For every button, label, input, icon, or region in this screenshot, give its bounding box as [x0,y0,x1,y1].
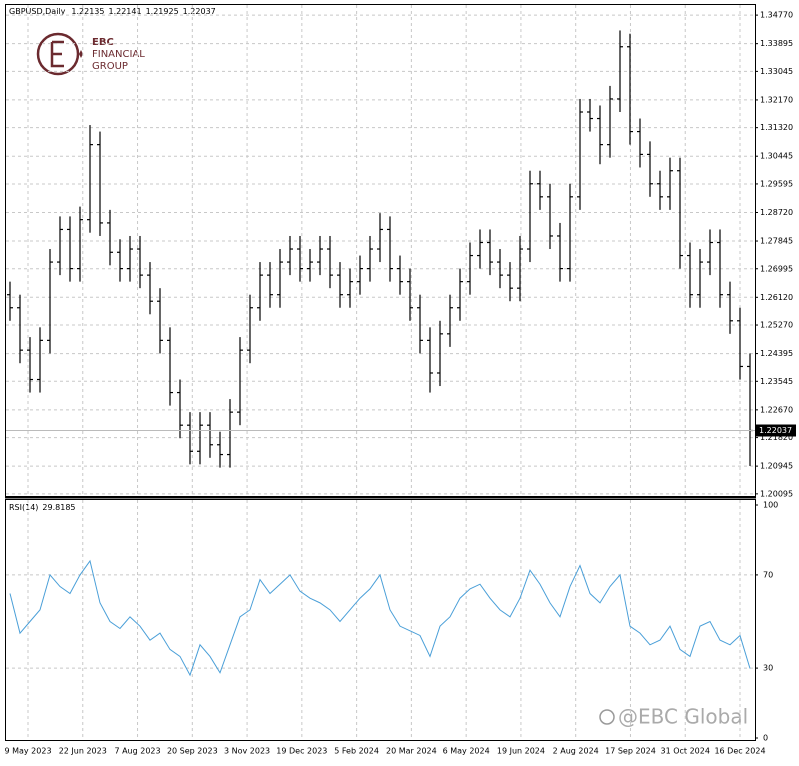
header-close: 1.22037 [183,7,216,16]
chart-header: GBPUSD,Daily 1.22135 1.22141 1.21925 1.22037 [9,7,216,16]
x-tick-label: 17 Sep 2024 [605,747,656,756]
y-tick-label: 1.29595 [760,179,793,188]
y-tick-label: 1.31320 [760,123,793,132]
logo-ring [36,32,80,76]
y-tick-label: 1.32170 [760,95,793,104]
logo-glyph [50,40,64,68]
y-tick-label: 1.24395 [760,349,793,358]
x-tick-label: 19 Jun 2024 [497,747,545,756]
rsi-last: 29.8185 [42,503,75,512]
y-tick-label: 30 [763,664,773,673]
rsi-title: RSI(14) [9,503,38,512]
watermark-icon [599,709,615,725]
x-tick-label: 9 May 2023 [4,747,51,756]
x-tick-label: 19 Dec 2023 [276,747,327,756]
x-tick-label: 6 May 2024 [443,747,490,756]
x-tick-label: 16 Dec 2024 [714,747,765,756]
header-low: 1.21925 [146,7,179,16]
logo-text: FINANCIAL [92,49,145,60]
y-tick-label: 1.26995 [760,264,793,273]
current-price-label: 1.22037 [759,426,792,435]
rsi-line [9,559,751,677]
x-tick-label: 31 Oct 2024 [660,747,709,756]
y-tick-label: 100 [763,501,778,510]
y-tick-label: 1.28720 [760,208,793,217]
y-tick-label: 70 [763,570,773,579]
y-tick-label: 1.27845 [760,237,793,246]
y-tick-label: 1.22670 [760,405,793,414]
y-tick-label: 1.33045 [760,67,793,76]
y-tick-label: 1.26120 [760,293,793,302]
rsi-header: RSI(14) 29.8185 [9,503,76,512]
rsi-panel [5,499,756,741]
logo-star [79,50,83,58]
y-tick-label: 1.33895 [760,39,793,48]
header-open: 1.22135 [71,7,104,16]
bars [7,30,753,468]
x-tick-label: 20 Mar 2024 [386,747,437,756]
x-tick-label: 2 Aug 2024 [553,747,599,756]
y-tick-label: 1.34770 [760,11,793,20]
symbol: GBPUSD,Daily [9,7,66,16]
x-tick-label: 7 Aug 2023 [114,747,160,756]
logo-text: EBC [92,37,114,48]
x-tick-label: 20 Sep 2023 [167,747,218,756]
current-price-box [756,424,796,437]
header-high: 1.22141 [108,7,141,16]
y-tick-label: 1.21820 [760,433,793,442]
y-tick-label: 1.20945 [760,462,793,471]
y-tick-label: 0 [763,734,768,743]
watermark: @EBC Global [618,705,748,729]
x-tick-label: 5 Feb 2024 [334,747,379,756]
logo-text: GROUP [92,61,128,72]
x-tick-label: 22 Jun 2023 [59,747,107,756]
x-tick-label: 3 Nov 2023 [224,747,270,756]
logo: EBC FINANCIAL GROUP [36,32,145,76]
y-tick-label: 1.23545 [760,377,793,386]
y-tick-label: 1.20095 [760,489,793,498]
y-tick-label: 1.25270 [760,321,793,330]
y-tick-label: 1.30445 [760,152,793,161]
